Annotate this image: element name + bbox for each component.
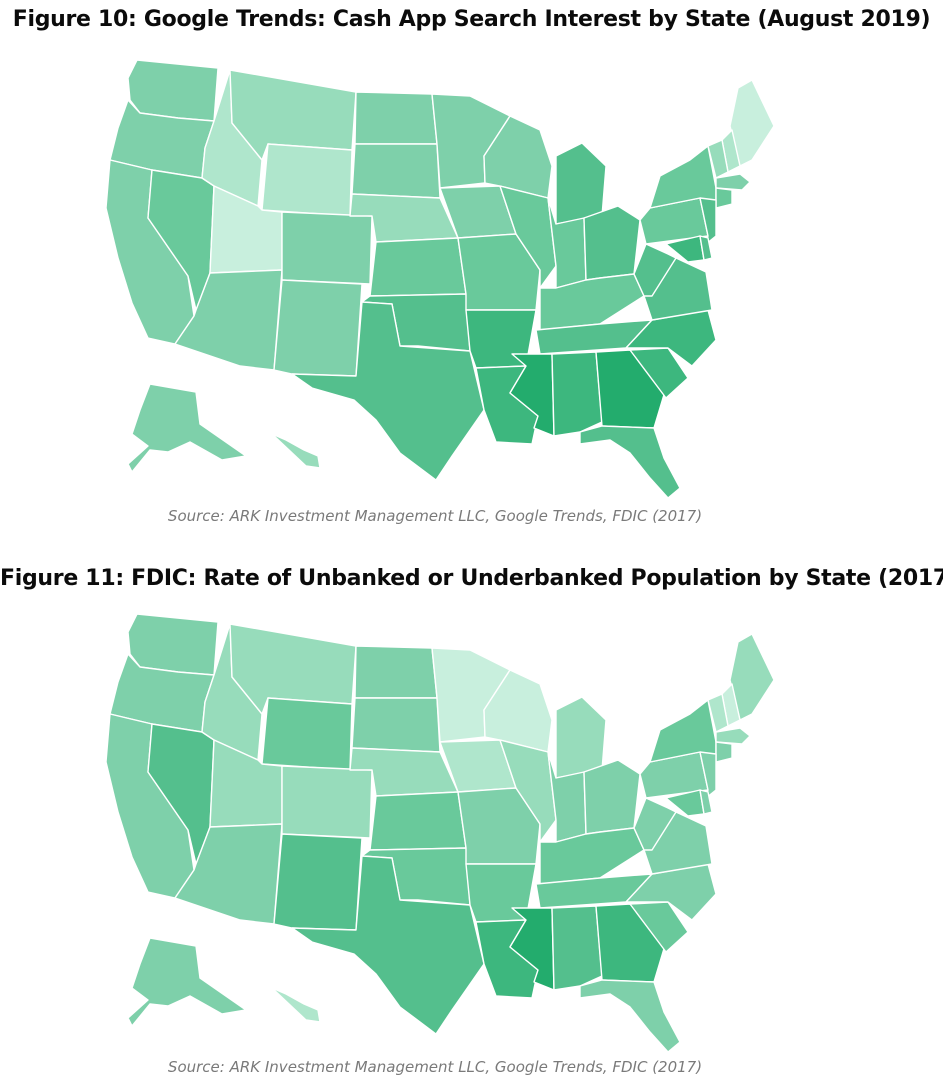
state-nd xyxy=(354,645,438,699)
state-co xyxy=(281,765,373,839)
state-wy xyxy=(261,143,353,217)
state-vt xyxy=(707,693,729,733)
state-ak xyxy=(127,383,247,473)
state-co xyxy=(281,211,373,285)
state-fl xyxy=(579,425,681,499)
figure-10-title: Figure 10: Google Trends: Cash App Searc… xyxy=(12,7,931,32)
state-ks xyxy=(369,237,467,297)
state-oh xyxy=(583,205,641,281)
state-nj xyxy=(699,751,717,799)
figure-11-title: Figure 11: FDIC: Rate of Unbanked or Und… xyxy=(0,566,943,591)
state-al xyxy=(551,905,603,991)
state-az xyxy=(174,269,283,371)
state-fl xyxy=(579,979,681,1053)
state-wa xyxy=(127,613,219,676)
state-al xyxy=(551,351,603,437)
figure-11-source: Source: ARK Investment Management LLC, G… xyxy=(167,1058,703,1076)
state-ct xyxy=(715,187,733,209)
state-nj xyxy=(699,197,717,245)
state-ak xyxy=(127,937,247,1027)
state-tx xyxy=(291,301,485,481)
state-hi xyxy=(271,433,321,469)
state-wa xyxy=(127,59,219,122)
state-ga xyxy=(595,349,667,429)
state-sd xyxy=(351,143,441,199)
figure-10-source: Source: ARK Investment Management LLC, G… xyxy=(167,507,703,525)
state-de xyxy=(699,789,713,815)
state-ct xyxy=(715,741,733,763)
state-mi xyxy=(555,142,607,225)
state-ma xyxy=(715,727,751,745)
state-tx xyxy=(291,855,485,1035)
state-de xyxy=(699,235,713,261)
figure-11-us-choropleth-map xyxy=(105,613,775,1053)
state-ma xyxy=(715,173,751,191)
state-nm xyxy=(273,833,363,931)
state-az xyxy=(174,823,283,925)
state-ks xyxy=(369,791,467,851)
state-vt xyxy=(707,139,729,179)
state-ga xyxy=(595,903,667,983)
state-me xyxy=(729,79,775,167)
state-wy xyxy=(261,697,353,771)
state-me xyxy=(729,633,775,721)
state-sd xyxy=(351,697,441,753)
figure-10-us-choropleth-map xyxy=(105,59,775,499)
state-hi xyxy=(271,987,321,1023)
state-mi xyxy=(555,696,607,779)
state-wi xyxy=(483,115,553,199)
state-nm xyxy=(273,279,363,377)
state-wi xyxy=(483,669,553,753)
state-oh xyxy=(583,759,641,835)
state-nd xyxy=(354,91,438,145)
